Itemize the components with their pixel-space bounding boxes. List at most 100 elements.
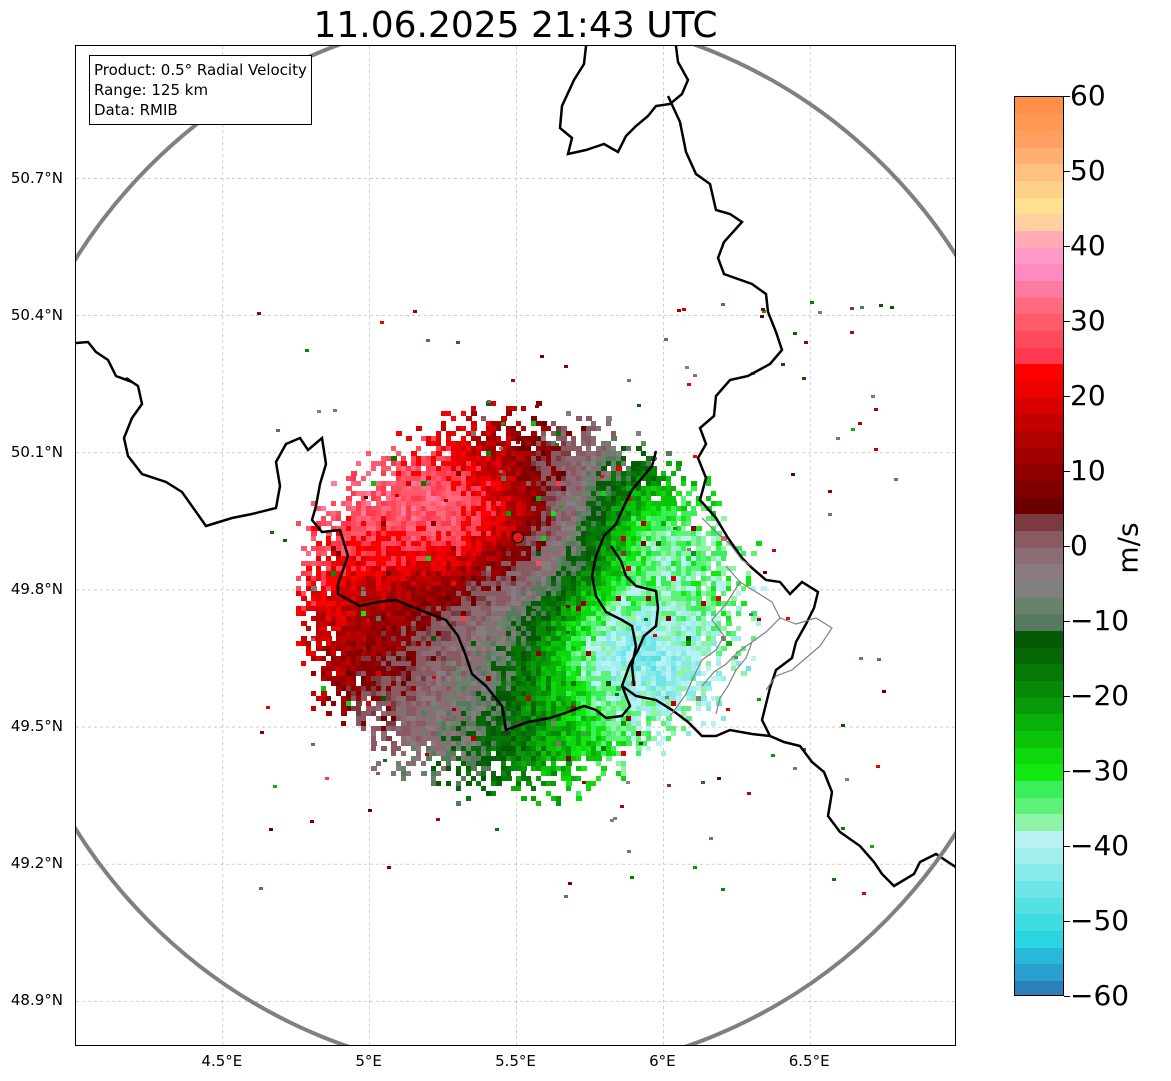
lon-tick-label: 5.5°E bbox=[495, 1052, 536, 1070]
colorbar-segment bbox=[1015, 813, 1063, 831]
lat-tick-label: 50.7°N bbox=[10, 168, 63, 187]
colorbar-segment bbox=[1015, 930, 1063, 948]
colorbar-segment bbox=[1015, 647, 1063, 665]
colorbar-segment bbox=[1015, 580, 1063, 598]
colorbar-segment bbox=[1015, 730, 1063, 748]
colorbar-segment bbox=[1015, 563, 1063, 581]
colorbar-segment bbox=[1015, 530, 1063, 548]
colorbar-segment bbox=[1015, 897, 1063, 915]
colorbar-segment bbox=[1015, 863, 1063, 881]
lon-tick-label: 6°E bbox=[649, 1052, 676, 1070]
colorbar-segment bbox=[1015, 230, 1063, 248]
colorbar-segment bbox=[1015, 213, 1063, 231]
data-source-label: Data: RMIB bbox=[94, 101, 178, 119]
colorbar-segment bbox=[1015, 480, 1063, 498]
colorbar-segment bbox=[1015, 763, 1063, 781]
border-belgium-france-west bbox=[76, 340, 660, 732]
colorbar-tick bbox=[1064, 396, 1070, 397]
border-regional bbox=[669, 517, 833, 717]
colorbar-segment bbox=[1015, 697, 1063, 715]
radar-site-marker[interactable] bbox=[511, 531, 524, 544]
colorbar-tick-label: 60 bbox=[1070, 79, 1106, 112]
colorbar-segment bbox=[1015, 380, 1063, 398]
borders bbox=[76, 46, 955, 1045]
colorbar-segment bbox=[1015, 97, 1063, 115]
colorbar-segment bbox=[1015, 880, 1063, 898]
colorbar-tick-label: −60 bbox=[1070, 979, 1130, 1012]
colorbar-segment bbox=[1015, 413, 1063, 431]
colorbar-segment bbox=[1015, 597, 1063, 615]
colorbar-tick bbox=[1064, 246, 1070, 247]
lon-tick-label: 5°E bbox=[355, 1052, 382, 1070]
lat-tick-label: 49.5°N bbox=[10, 717, 63, 736]
colorbar-segment bbox=[1015, 830, 1063, 848]
colorbar-tick bbox=[1064, 471, 1070, 472]
colorbar-segment bbox=[1015, 447, 1063, 465]
colorbar-tick bbox=[1064, 171, 1070, 172]
colorbar-segment bbox=[1015, 547, 1063, 565]
lat-tick-label: 49.2°N bbox=[10, 854, 63, 873]
colorbar-tick-label: 10 bbox=[1070, 454, 1106, 487]
range-label: Range: 125 km bbox=[94, 81, 209, 99]
colorbar-tick-label: 30 bbox=[1070, 304, 1106, 337]
colorbar-segment bbox=[1015, 497, 1063, 515]
border-belgium-germany bbox=[558, 46, 820, 737]
product-label: Product: 0.5° Radial Velocity bbox=[94, 61, 307, 79]
colorbar-segment bbox=[1015, 913, 1063, 931]
lon-tick-label: 6.5°E bbox=[788, 1052, 830, 1070]
colorbar-segment bbox=[1015, 963, 1063, 981]
colorbar-segment bbox=[1015, 663, 1063, 681]
colorbar-segment bbox=[1015, 947, 1063, 965]
border-belgium-luxembourg bbox=[590, 450, 658, 687]
colorbar-tick bbox=[1064, 996, 1070, 997]
colorbar-tick bbox=[1064, 96, 1070, 97]
colorbar-segment bbox=[1015, 847, 1063, 865]
colorbar-segment bbox=[1015, 180, 1063, 198]
border-luxembourg-germany bbox=[621, 684, 955, 888]
colorbar-segment bbox=[1015, 747, 1063, 765]
colorbar-segment bbox=[1015, 130, 1063, 148]
colorbar-tick bbox=[1064, 696, 1070, 697]
colorbar-segment bbox=[1015, 197, 1063, 215]
velocity-colorbar bbox=[1014, 96, 1064, 996]
colorbar-segment bbox=[1015, 680, 1063, 698]
map-title: 11.06.2025 21:43 UTC bbox=[313, 5, 718, 46]
colorbar-tick-label: −40 bbox=[1070, 829, 1130, 862]
radar-map[interactable] bbox=[75, 45, 956, 1046]
colorbar-segment bbox=[1015, 263, 1063, 281]
colorbar-segment bbox=[1015, 297, 1063, 315]
colorbar-segment bbox=[1015, 313, 1063, 331]
product-info-box: Product: 0.5° Radial Velocity Range: 125… bbox=[89, 55, 312, 125]
colorbar-segment bbox=[1015, 330, 1063, 348]
colorbar-tick bbox=[1064, 321, 1070, 322]
colorbar-segment bbox=[1015, 713, 1063, 731]
colorbar-tick-label: 20 bbox=[1070, 379, 1106, 412]
colorbar-segment bbox=[1015, 780, 1063, 798]
lat-tick-label: 48.9°N bbox=[10, 991, 63, 1010]
colorbar-tick-label: −10 bbox=[1070, 604, 1130, 637]
colorbar-tick bbox=[1064, 546, 1070, 547]
colorbar-segment bbox=[1015, 113, 1063, 131]
colorbar-segment bbox=[1015, 613, 1063, 631]
colorbar-segment bbox=[1015, 163, 1063, 181]
colorbar-tick-label: 0 bbox=[1070, 529, 1088, 562]
colorbar-segment bbox=[1015, 397, 1063, 415]
radar-map-canvas bbox=[76, 46, 955, 1045]
colorbar-segment bbox=[1015, 980, 1063, 995]
colorbar-segment bbox=[1015, 630, 1063, 648]
lat-tick-label: 50.4°N bbox=[10, 305, 63, 324]
lat-tick-label: 50.1°N bbox=[10, 442, 63, 461]
colorbar-tick bbox=[1064, 621, 1070, 622]
lon-tick-label: 4.5°E bbox=[201, 1052, 243, 1070]
colorbar-tick bbox=[1064, 846, 1070, 847]
colorbar-segment bbox=[1015, 797, 1063, 815]
colorbar-tick bbox=[1064, 771, 1070, 772]
colorbar-segment bbox=[1015, 147, 1063, 165]
colorbar-segment bbox=[1015, 463, 1063, 481]
colorbar-segment bbox=[1015, 363, 1063, 381]
colorbar-segment bbox=[1015, 247, 1063, 265]
colorbar-segment bbox=[1015, 513, 1063, 531]
colorbar-tick-label: 40 bbox=[1070, 229, 1106, 262]
colorbar-tick bbox=[1064, 921, 1070, 922]
velocity-echoes bbox=[257, 301, 898, 898]
